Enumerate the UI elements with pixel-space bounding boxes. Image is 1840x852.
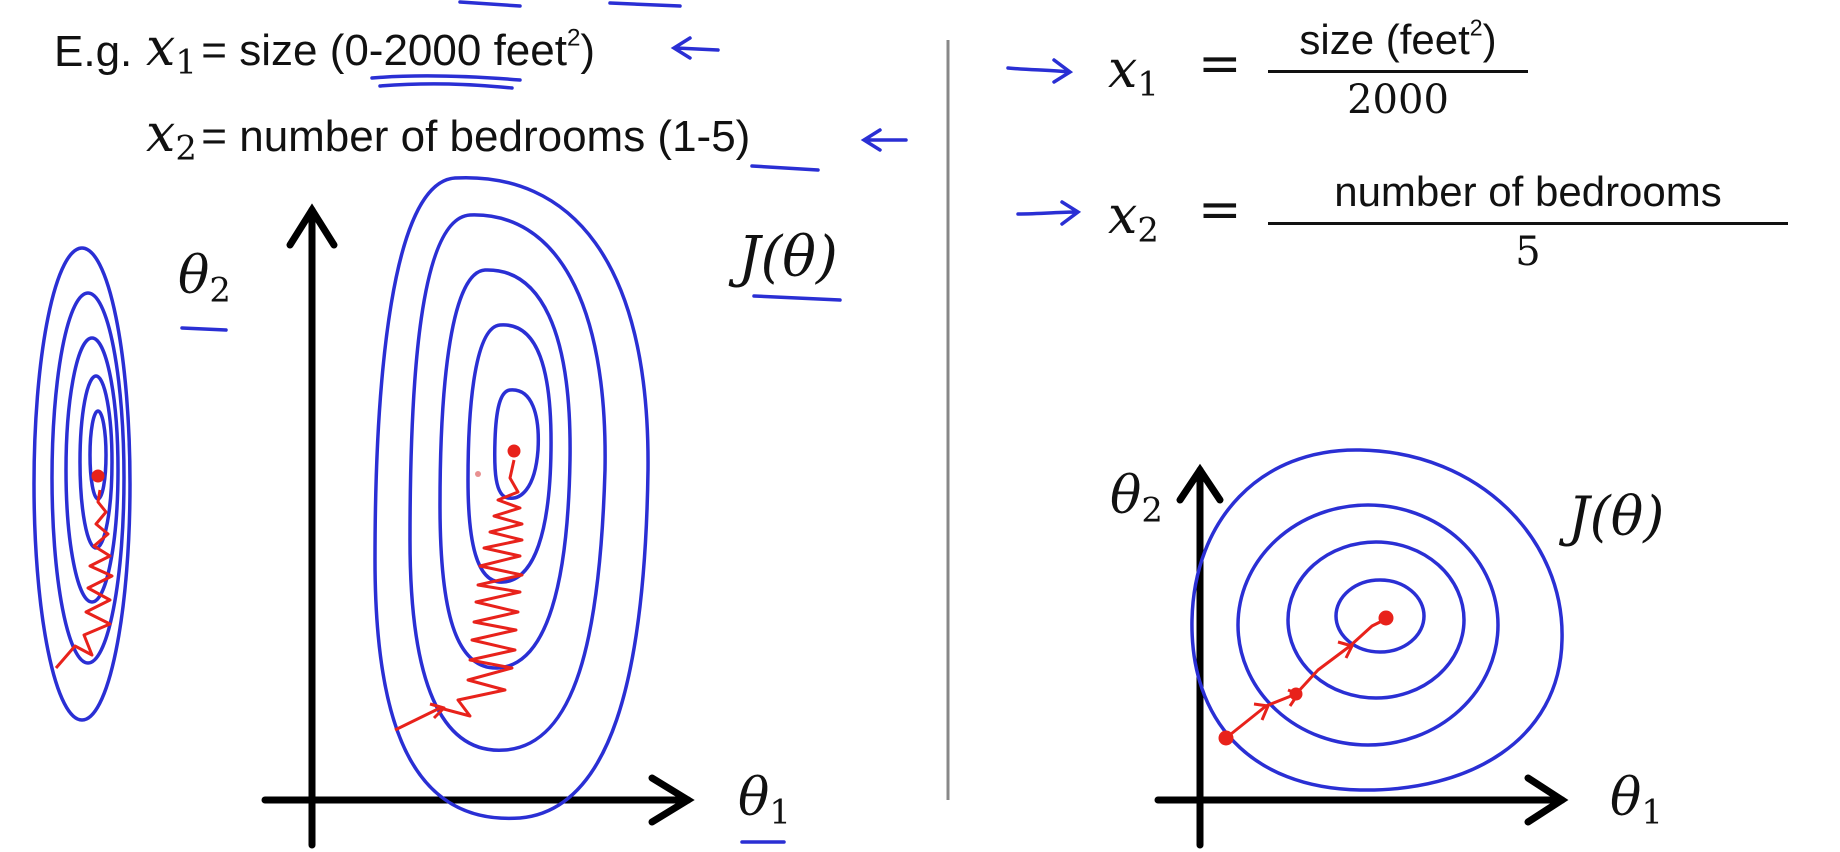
right-x1-fraction: size (feet2) 2000	[1268, 16, 1528, 123]
right-step-dot	[1289, 687, 1303, 701]
underline-theta2	[180, 326, 228, 332]
small-contour-5	[88, 409, 108, 501]
circle-contour-4	[1334, 578, 1426, 654]
right-start-dot	[1218, 730, 1234, 746]
right-axes	[1154, 463, 1569, 849]
right-arrow-3	[1337, 640, 1354, 659]
right-x2-var: x2	[1108, 186, 1159, 250]
right-y-arrowhead	[1176, 463, 1224, 504]
main-zigzag	[394, 459, 524, 732]
left-x2-text: = number of bedrooms (1-5)	[201, 112, 751, 161]
main-contour-1	[373, 176, 650, 821]
underline-range-1b	[378, 82, 514, 90]
small-contour-3	[64, 336, 120, 604]
left-axes	[261, 203, 695, 849]
small-contour-1	[32, 246, 132, 722]
left-y-arrowhead	[286, 203, 338, 249]
left-descent-path	[54, 444, 524, 732]
right-x2-denominator: 5	[1515, 229, 1541, 275]
arrow-x2	[860, 128, 908, 152]
arrow-right-x1	[1006, 58, 1074, 84]
right-theta2-label: θ2	[1110, 466, 1163, 530]
faint-dot	[475, 471, 481, 477]
circle-contour-1	[1190, 448, 1564, 792]
left-x1-definition: x1 = size (0-2000 feet2)	[146, 22, 595, 79]
underline-range-2	[750, 164, 820, 172]
underline-cost	[752, 294, 842, 302]
top-scribble	[458, 0, 682, 8]
main-contour-3	[438, 268, 572, 670]
right-x2-eq: =	[1198, 180, 1242, 240]
left-x1-text: = size (0-2000 feet2)	[201, 24, 596, 75]
underline-range-1	[370, 74, 522, 82]
right-steps	[1225, 618, 1385, 740]
left-main-contours	[373, 176, 650, 821]
small-minimum-dot	[91, 469, 105, 483]
main-arrow-tick	[429, 702, 446, 720]
left-x2-definition: x2 = number of bedrooms (1-5)	[146, 108, 750, 165]
right-contours	[1190, 448, 1564, 792]
small-zigzag	[54, 489, 114, 669]
left-x1-var: x1	[146, 18, 197, 82]
circle-contour-2	[1236, 503, 1500, 747]
left-theta1-label: θ1	[738, 768, 791, 832]
right-cost-label: J(θ)	[1568, 485, 1665, 548]
right-x1-eq: =	[1198, 34, 1242, 94]
right-x1-numerator: size (feet2)	[1268, 16, 1528, 73]
left-x2-var: x2	[146, 104, 197, 168]
right-minimum-dot	[1378, 610, 1394, 626]
left-cost-label: J(θ)	[738, 225, 838, 290]
right-x1-denominator: 2000	[1347, 77, 1449, 123]
eg-label: E.g.	[54, 27, 133, 76]
left-annotations	[180, 0, 908, 844]
right-x2-numerator: number of bedrooms	[1268, 168, 1788, 225]
arrow-x1	[670, 36, 720, 60]
main-contour-2	[408, 213, 607, 752]
right-descent-path	[1218, 610, 1394, 746]
right-annotations	[1006, 58, 1082, 226]
main-contour-4	[466, 323, 553, 584]
right-theta1-label: θ1	[1610, 768, 1663, 832]
right-x-arrowhead	[1524, 774, 1569, 826]
left-theta2-label: θ2	[178, 246, 231, 310]
right-x1-var: x1	[1108, 40, 1159, 104]
right-x2-fraction: number of bedrooms 5	[1268, 168, 1788, 275]
right-arrow-1	[1253, 702, 1270, 721]
main-minimum-dot	[507, 444, 521, 458]
circle-contour-3	[1286, 540, 1466, 700]
main-contour-5	[492, 388, 541, 500]
small-contour-2	[50, 291, 126, 665]
left-x-arrowhead	[648, 774, 695, 826]
arrow-right-x2	[1016, 200, 1082, 226]
